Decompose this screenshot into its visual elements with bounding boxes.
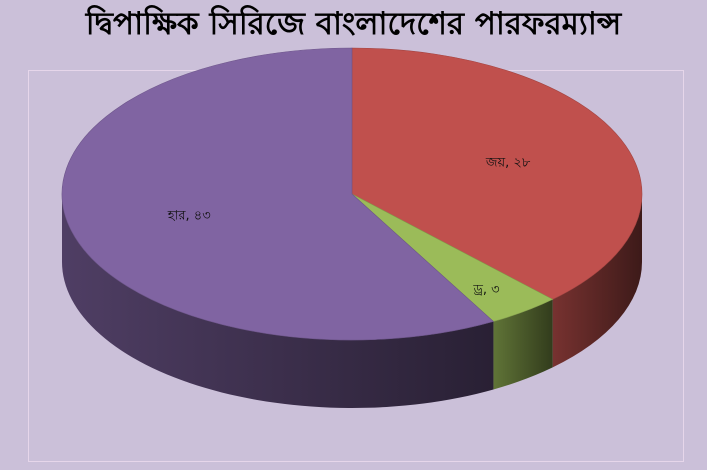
- pie-side-slice-1: [493, 299, 553, 390]
- data-label-slice-1: ড্র, ৩: [472, 283, 499, 298]
- pie-slice-0: [351, 47, 643, 300]
- chart-title: দ্বিপাক্ষিক সিরিজে বাংলাদেশের পারফরম্যান…: [85, 6, 622, 42]
- data-label-slice-2: হার, ৪৩: [167, 208, 211, 223]
- pie-side-slice-0: [552, 194, 642, 368]
- pie-side-slice-2: [62, 194, 494, 409]
- pie-slice-2: [61, 47, 495, 341]
- data-label-slice-0: জয়, ২৮: [485, 155, 531, 170]
